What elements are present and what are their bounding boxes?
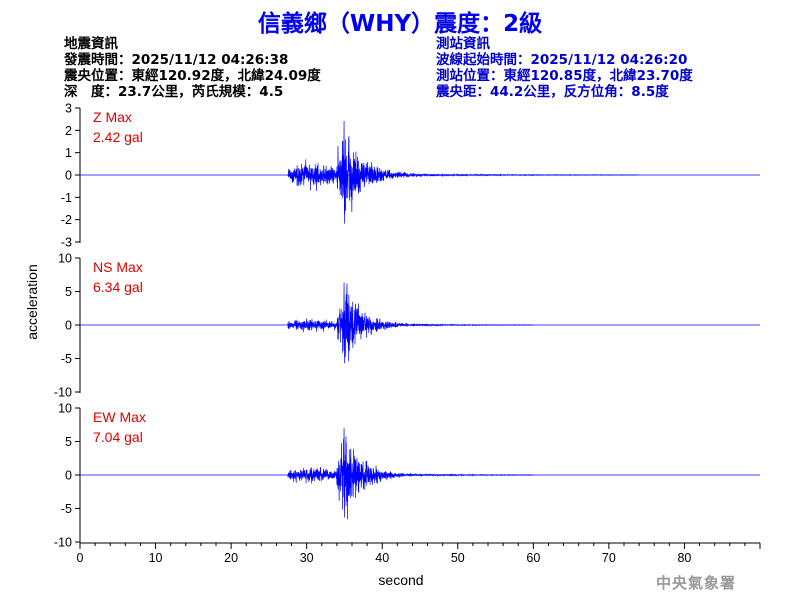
y-tick-label: 0 [65,169,72,183]
panel-z: -3 -2 -1 0 1 2 3 Z Max 2.42 gal [61,102,760,250]
waveform-trace-ew [287,427,534,520]
x-tick-label: 50 [451,551,465,565]
y-tick-label: 1 [65,146,72,160]
wave-start-time: 波線起始時間：2025/11/12 04:26:20 [436,52,688,68]
y-tick-label: -10 [54,386,72,400]
y-tick-label: 5 [65,285,72,299]
component-label: EW Max [93,409,146,425]
y-tick-label: -3 [61,236,72,250]
station-location: 測站位置：東經120.85度，北緯23.70度 [436,68,693,84]
y-tick-label: -5 [61,352,72,366]
station-info-block: 測站資訊 波線起始時間：2025/11/12 04:26:20 測站位置：東經1… [436,36,693,100]
panel-ew: -10 -5 0 5 10 EW Max 7.04 gal [54,402,760,550]
y-tick-label: -10 [54,536,72,550]
x-tick-label: 70 [602,551,616,565]
epicenter-location: 震央位置：東經120.92度，北緯24.09度 [64,68,321,84]
quake-info-heading: 地震資訊 [64,36,118,52]
x-tick-label: 30 [300,551,314,565]
x-tick-label: 40 [375,551,389,565]
y-tick-label: 10 [58,402,72,416]
chart-title: 信義鄉（WHY）震度：2級 [257,11,543,37]
y-tick-label: -5 [61,502,72,516]
y-axis-label: acceleration [24,264,40,340]
peak-value-label: 6.34 gal [93,279,143,295]
y-tick-label: 5 [65,435,72,449]
y-tick-label: 0 [65,469,72,483]
epicentral-distance: 震央距：44.2公里，反方位角：8.5度 [436,84,669,100]
y-tick-label: -1 [61,191,72,205]
quake-info-block: 地震資訊 發震時間：2025/11/12 04:26:38 震央位置：東經120… [64,36,321,100]
waveform-trace-z [287,120,640,224]
depth-magnitude: 深 度：23.7公里，芮氏規模：4.5 [64,84,284,100]
y-tick-label: 3 [65,102,72,116]
y-tick-label: 0 [65,319,72,333]
waveform-trace-ns [287,282,534,364]
x-tick-label: 0 [77,551,84,565]
component-label: Z Max [93,109,132,125]
y-tick-label: 2 [65,124,72,138]
component-label: NS Max [93,259,143,275]
x-tick-label: 10 [149,551,163,565]
origin-time: 發震時間：2025/11/12 04:26:38 [64,52,289,68]
agency-watermark: 中央氣象署 [656,574,737,592]
panel-ns: -10 -5 0 5 10 NS Max 6.34 gal [54,252,760,400]
y-tick-label: 10 [58,252,72,266]
peak-value-label: 7.04 gal [93,429,143,445]
x-axis-label: second [378,572,423,588]
peak-value-label: 2.42 gal [93,129,143,145]
x-tick-label: 60 [526,551,540,565]
y-tick-label: -2 [61,213,72,227]
station-info-heading: 測站資訊 [436,36,490,52]
x-tick-label: 20 [224,551,238,565]
x-tick-label: 80 [677,551,691,565]
